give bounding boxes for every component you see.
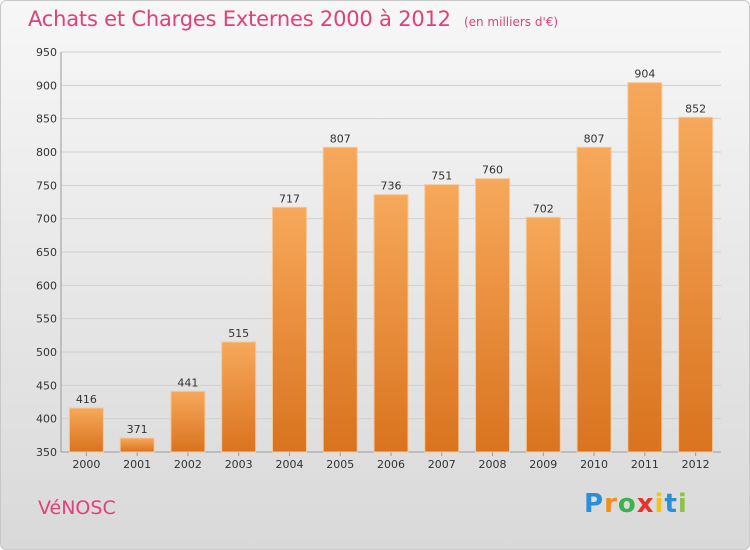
y-tick-label: 350 [36, 446, 57, 459]
x-tick-label: 2011 [631, 458, 659, 471]
x-tick-label: 2008 [479, 458, 507, 471]
data-label: 852 [685, 102, 706, 115]
x-tick-label: 2004 [275, 458, 303, 471]
data-label: 751 [431, 170, 452, 183]
bar [170, 390, 206, 453]
commune-name: VéNOSC [38, 497, 116, 519]
bar [68, 407, 104, 453]
logo-letter: r [604, 489, 618, 519]
x-tick-label: 2006 [377, 458, 405, 471]
x-tick-label: 2007 [428, 458, 456, 471]
y-tick-label: 500 [36, 346, 57, 359]
bar [322, 146, 358, 453]
x-tick-label: 2012 [682, 458, 710, 471]
logo-letter: P [584, 489, 605, 519]
y-tick-label: 950 [36, 46, 57, 59]
bar [221, 341, 257, 453]
data-label: 702 [533, 202, 554, 215]
data-label: 371 [127, 423, 148, 436]
bar [627, 82, 663, 453]
bar [271, 206, 307, 453]
y-tick-label: 600 [36, 279, 57, 292]
logo-letter: o [617, 489, 637, 519]
data-label: 904 [634, 68, 655, 81]
data-label: 760 [482, 164, 503, 177]
bar [373, 194, 409, 453]
logo-letter: x [636, 489, 655, 519]
data-label: 807 [330, 132, 351, 145]
data-label: 807 [584, 132, 605, 145]
data-label: 416 [76, 393, 97, 406]
y-tick-label: 400 [36, 413, 57, 426]
y-tick-label: 550 [36, 313, 57, 326]
chart-subtitle: (en milliers d'€) [463, 15, 559, 29]
x-tick-label: 2000 [72, 458, 100, 471]
data-label: 515 [228, 327, 249, 340]
x-tick-label: 2002 [174, 458, 202, 471]
logo-letter: t [664, 489, 678, 519]
bar [475, 178, 511, 453]
x-tick-label: 2001 [123, 458, 151, 471]
bar [119, 437, 155, 453]
bar [525, 216, 561, 453]
logo-letter: i [654, 489, 665, 519]
y-tick-label: 800 [36, 146, 57, 159]
data-label: 441 [177, 376, 198, 389]
data-label: 717 [279, 192, 300, 205]
title-row: Achats et Charges Externes 2000 à 2012 (… [28, 7, 558, 31]
logo-letter: i [677, 489, 688, 519]
proxiti-logo: Proxiti [584, 489, 688, 519]
y-tick-label: 900 [36, 79, 57, 92]
y-tick-label: 650 [36, 246, 57, 259]
bar [576, 146, 612, 453]
x-tick-label: 2003 [225, 458, 253, 471]
bar [678, 116, 714, 453]
bar [424, 184, 460, 453]
x-tick-label: 2009 [529, 458, 557, 471]
y-tick-label: 450 [36, 379, 57, 392]
y-tick-label: 750 [36, 179, 57, 192]
chart-title: Achats et Charges Externes 2000 à 2012 [28, 7, 451, 31]
x-tick-label: 2010 [580, 458, 608, 471]
y-tick-label: 700 [36, 213, 57, 226]
x-tick-label: 2005 [326, 458, 354, 471]
data-label: 736 [381, 180, 402, 193]
y-tick-label: 850 [36, 113, 57, 126]
